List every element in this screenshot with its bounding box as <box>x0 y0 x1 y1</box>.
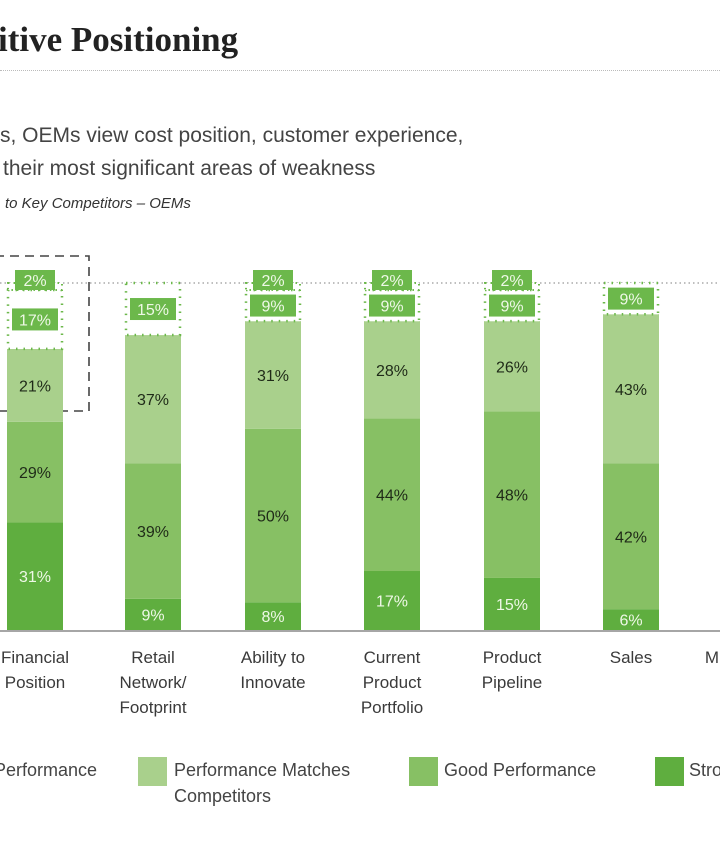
legend-label-good: Good Performance <box>444 760 597 780</box>
data-label-good: 42% <box>615 529 647 546</box>
data-label-very-weak: 2% <box>500 273 523 290</box>
category-label: Current <box>364 648 421 667</box>
bar-segment-strong <box>125 598 181 630</box>
title-divider <box>0 70 720 71</box>
data-label-matches: 26% <box>496 359 528 376</box>
data-label-strong: 15% <box>496 597 528 614</box>
data-label-strong: 6% <box>619 613 642 630</box>
data-label-weak: 15% <box>137 302 169 319</box>
chart-caption: to Key Competitors – OEMs <box>5 195 191 212</box>
category-label: Footprint <box>119 698 186 717</box>
data-label-box-weak <box>489 294 535 317</box>
bar-segment-strong <box>484 577 540 630</box>
data-label-box-weak <box>130 298 176 321</box>
data-label-very-weak: 2% <box>23 273 46 290</box>
category-label: Product <box>363 673 422 692</box>
legend-label-matches-1: Performance Matches <box>174 760 351 780</box>
bar-segment-matches <box>484 321 540 412</box>
bar-segment-strong <box>603 609 659 630</box>
bar-segment-strong <box>364 571 420 630</box>
data-label-weak: 9% <box>500 299 523 316</box>
data-label-box-weak <box>250 294 296 317</box>
data-label-strong: 9% <box>141 607 164 624</box>
legend-label-weak: Performance <box>0 760 98 780</box>
data-label-very-weak: 2% <box>261 273 284 290</box>
bar-segment-good <box>603 463 659 610</box>
bar-segment-good <box>245 428 301 603</box>
data-label-box-very-weak <box>253 270 293 290</box>
category-label: Financial <box>1 648 69 667</box>
category-label: Pipeline <box>482 673 543 692</box>
legend-label-strong: Stro <box>689 760 720 780</box>
data-label-box-very-weak <box>372 270 412 290</box>
data-label-box-weak <box>608 287 654 310</box>
legend-swatch-good <box>409 757 438 786</box>
data-label-matches: 31% <box>257 368 289 385</box>
category-label: Sales <box>610 648 653 667</box>
bar-segment-matches <box>364 321 420 419</box>
bar-segment-strong <box>245 602 301 630</box>
category-label: Network/ <box>119 673 186 692</box>
data-label-weak: 9% <box>261 299 284 316</box>
data-label-weak: 9% <box>619 292 642 309</box>
data-label-box-very-weak <box>492 270 532 290</box>
category-label: Product <box>483 648 542 667</box>
data-label-box-very-weak <box>15 270 55 290</box>
category-label: Ability to <box>241 648 305 667</box>
bar-segment-good <box>125 463 181 599</box>
data-label-strong: 17% <box>376 594 408 611</box>
bar-segment-matches <box>245 321 301 429</box>
legend-swatch-strong <box>655 757 684 786</box>
data-label-matches: 28% <box>376 363 408 380</box>
data-label-good: 44% <box>376 488 408 505</box>
data-label-matches: 37% <box>137 392 169 409</box>
data-label-very-weak: 2% <box>380 273 403 290</box>
bar-segment-matches <box>603 314 659 464</box>
bar-segment-matches <box>125 335 181 464</box>
category-label: Innovate <box>240 673 305 692</box>
category-label: Portfolio <box>361 698 423 717</box>
data-label-good: 39% <box>137 524 169 541</box>
data-label-good: 48% <box>496 488 528 505</box>
data-label-strong: 31% <box>19 569 51 586</box>
bar-segment-good <box>484 411 540 578</box>
data-label-good: 50% <box>257 508 289 525</box>
bar-segment-good <box>7 421 63 523</box>
subtitle-line-1: s, OEMs view cost position, customer exp… <box>0 124 464 147</box>
category-label: M <box>705 648 719 667</box>
data-label-box-weak <box>369 294 415 317</box>
legend-label-matches-2: Competitors <box>174 786 272 806</box>
bar-segment-matches <box>7 348 63 422</box>
category-label: Position <box>5 673 65 692</box>
data-label-strong: 8% <box>261 609 284 626</box>
data-label-matches: 43% <box>615 382 647 399</box>
data-label-box-weak <box>12 308 58 331</box>
data-label-weak: 9% <box>380 299 403 316</box>
subtitle-line-2: their most significant areas of weakness <box>3 157 376 180</box>
highlight-dashed-box <box>0 255 90 412</box>
bar-segment-good <box>364 418 420 572</box>
data-label-good: 29% <box>19 465 51 482</box>
category-label: Retail <box>131 648 174 667</box>
bar-segment-strong <box>7 522 63 630</box>
data-label-weak: 17% <box>19 312 51 329</box>
page-title: itive Positioning <box>0 20 239 59</box>
legend-swatch-matches <box>138 757 167 786</box>
data-label-matches: 21% <box>19 378 51 395</box>
